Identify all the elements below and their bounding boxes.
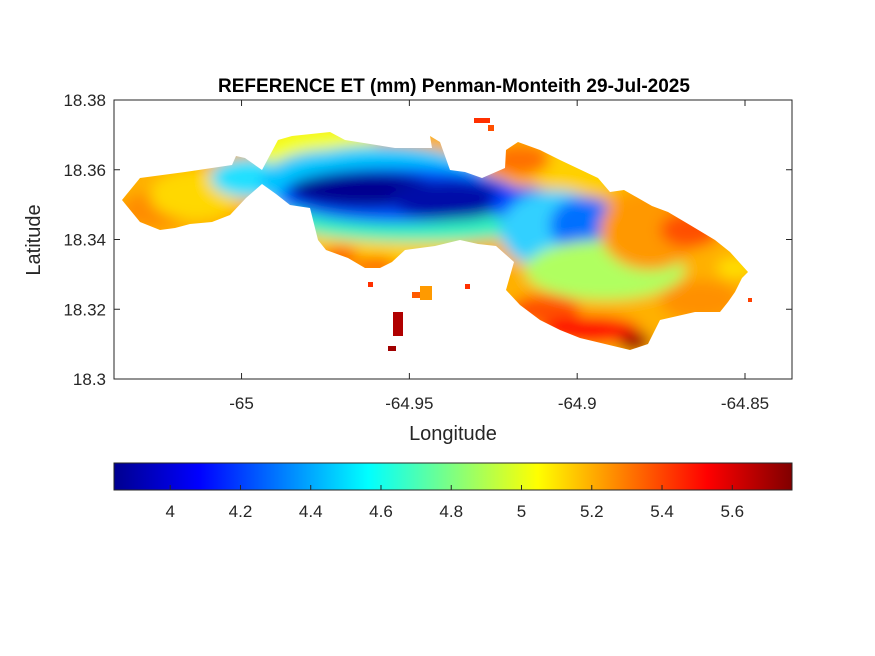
chart-title: REFERENCE ET (mm) Penman-Monteith 29-Jul… — [218, 76, 690, 97]
y-tick-label: 18.34 — [63, 231, 106, 250]
colorbar — [113, 462, 793, 491]
x-tick-label: -64.85 — [721, 394, 769, 413]
y-axis: 18.3 18.32 18.34 18.36 18.38 — [63, 91, 792, 389]
colorbar-tick-label: 4.8 — [439, 502, 463, 521]
colorbar-tick-label: 4.2 — [229, 502, 253, 521]
y-tick-label: 18.32 — [63, 300, 106, 319]
colorbar-tick-label: 5 — [517, 502, 526, 521]
colorbar-tick-label: 5.4 — [650, 502, 674, 521]
colorbar-tick-label: 4.6 — [369, 502, 393, 521]
x-tick-label: -65 — [229, 394, 254, 413]
colorbar-tick-label: 5.2 — [580, 502, 604, 521]
y-tick-label: 18.3 — [73, 370, 106, 389]
colorbar-tick-label: 4.4 — [299, 502, 323, 521]
y-tick-label: 18.38 — [63, 91, 106, 110]
x-tick-label: -64.9 — [558, 394, 597, 413]
x-tick-label: -64.95 — [385, 394, 433, 413]
y-tick-label: 18.36 — [63, 161, 106, 180]
x-axis: -65 -64.95 -64.9 -64.85 — [229, 100, 769, 413]
colorbar-ticks: 4 4.2 4.4 4.6 4.8 5 5.2 5.4 5.6 — [165, 485, 744, 521]
colorbar-tick-label: 4 — [165, 502, 174, 521]
y-axis-label: Latitude — [23, 204, 45, 275]
colorbar-tick-label: 5.6 — [720, 502, 744, 521]
x-axis-label: Longitude — [409, 423, 497, 445]
